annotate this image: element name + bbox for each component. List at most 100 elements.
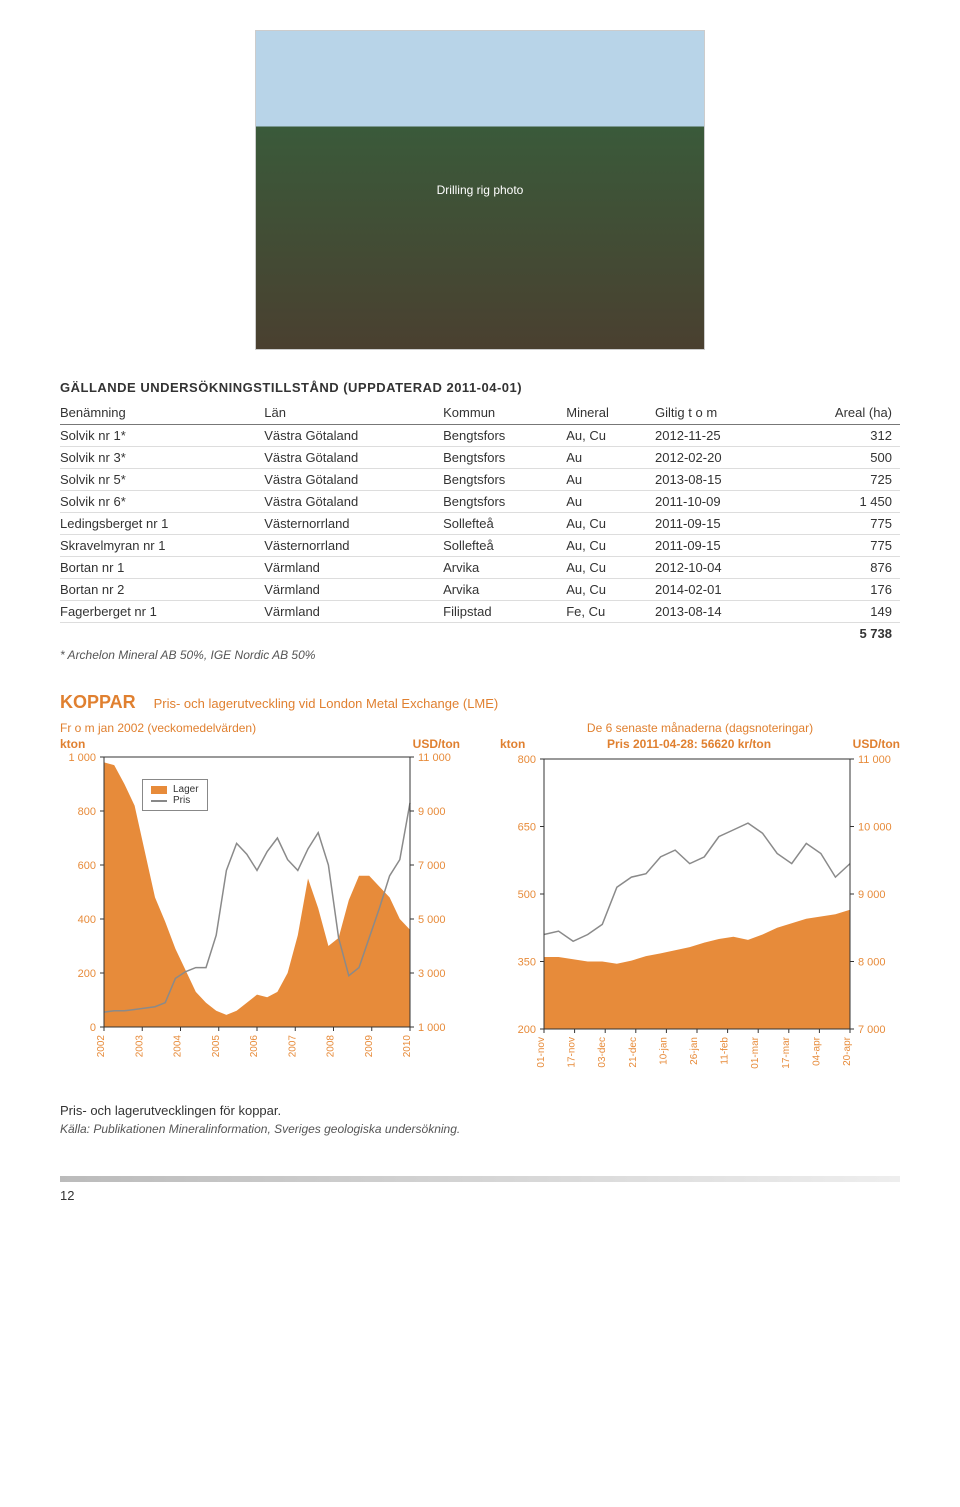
table-cell: Skravelmyran nr 1 xyxy=(60,535,264,557)
table-row: Fagerberget nr 1VärmlandFilipstadFe, Cu2… xyxy=(60,601,900,623)
table-cell: Fagerberget nr 1 xyxy=(60,601,264,623)
table-cell: Solvik nr 5* xyxy=(60,469,264,491)
table-cell: Au xyxy=(566,447,655,469)
table-total-value: 5 738 xyxy=(786,623,900,645)
table-col-header: Areal (ha) xyxy=(786,401,900,425)
chart-left: Fr o m jan 2002 (veckomedelvärden) kton … xyxy=(60,721,460,1075)
svg-text:8 000: 8 000 xyxy=(858,957,886,969)
table-col-header: Mineral xyxy=(566,401,655,425)
svg-text:2010: 2010 xyxy=(402,1035,413,1058)
legend-lager: Lager xyxy=(173,784,199,795)
svg-text:7 000: 7 000 xyxy=(858,1024,886,1036)
svg-text:2003: 2003 xyxy=(134,1035,145,1058)
chart-headline: KOPPAR Pris- och lagerutveckling vid Lon… xyxy=(60,692,900,713)
table-cell: 2013-08-15 xyxy=(655,469,786,491)
svg-text:04-apr: 04-apr xyxy=(811,1036,822,1066)
table-cell: 725 xyxy=(786,469,900,491)
svg-text:600: 600 xyxy=(78,860,96,872)
svg-text:650: 650 xyxy=(518,822,536,834)
svg-text:2002: 2002 xyxy=(96,1035,107,1058)
chart-left-yleft-label: kton xyxy=(60,737,85,751)
table-cell: Västra Götaland xyxy=(264,425,443,447)
svg-text:11-feb: 11-feb xyxy=(720,1037,731,1065)
table-cell: Arvika xyxy=(443,557,566,579)
table-cell: Au, Cu xyxy=(566,535,655,557)
table-cell: 149 xyxy=(786,601,900,623)
table-row: Bortan nr 1VärmlandArvikaAu, Cu2012-10-0… xyxy=(60,557,900,579)
table-cell: Värmland xyxy=(264,579,443,601)
svg-text:400: 400 xyxy=(78,914,96,926)
svg-text:1 000: 1 000 xyxy=(418,1022,446,1034)
table-row: Solvik nr 1*Västra GötalandBengtsforsAu,… xyxy=(60,425,900,447)
svg-text:17-mar: 17-mar xyxy=(781,1036,792,1068)
table-cell: Sollefteå xyxy=(443,535,566,557)
svg-text:01-mar: 01-mar xyxy=(750,1036,761,1068)
page-number: 12 xyxy=(60,1188,900,1203)
table-cell: Bengtsfors xyxy=(443,447,566,469)
table-cell: 2011-10-09 xyxy=(655,491,786,513)
table-cell: Västernorrland xyxy=(264,513,443,535)
table-cell: Värmland xyxy=(264,601,443,623)
table-cell: Sollefteå xyxy=(443,513,566,535)
legend-pris: Pris xyxy=(173,795,190,806)
table-cell: Au, Cu xyxy=(566,513,655,535)
table-cell: 2012-11-25 xyxy=(655,425,786,447)
chart-left-svg: 1 000800600400200011 0009 0007 0005 0003… xyxy=(60,753,460,1073)
table-cell: Au, Cu xyxy=(566,425,655,447)
koppar-subtitle: Pris- och lagerutveckling vid London Met… xyxy=(154,696,499,711)
table-cell: Solvik nr 6* xyxy=(60,491,264,513)
svg-text:200: 200 xyxy=(78,968,96,980)
koppar-title: KOPPAR xyxy=(60,692,136,713)
table-cell: Filipstad xyxy=(443,601,566,623)
chart-right: De 6 senaste månaderna (dagsnoteringar) … xyxy=(500,721,900,1075)
table-cell: 312 xyxy=(786,425,900,447)
footer-bar xyxy=(60,1176,900,1182)
svg-text:11 000: 11 000 xyxy=(418,753,451,764)
table-cell: 2013-08-14 xyxy=(655,601,786,623)
table-cell: Au xyxy=(566,491,655,513)
svg-text:21-dec: 21-dec xyxy=(628,1037,639,1068)
table-row: Ledingsberget nr 1VästernorrlandSollefte… xyxy=(60,513,900,535)
svg-text:2004: 2004 xyxy=(173,1035,184,1058)
svg-text:800: 800 xyxy=(518,755,536,766)
table-cell: 775 xyxy=(786,513,900,535)
chart-caption: Pris- och lagerutvecklingen för koppar. xyxy=(60,1103,900,1118)
chart-left-legend: Lager Pris xyxy=(142,779,208,811)
svg-text:17-nov: 17-nov xyxy=(567,1037,578,1068)
chart-right-svg: 80065050035020011 00010 0009 0008 0007 0… xyxy=(500,755,900,1075)
svg-text:500: 500 xyxy=(518,889,536,901)
svg-text:350: 350 xyxy=(518,957,536,969)
chart-left-yright-label: USD/ton xyxy=(413,737,460,751)
svg-text:10 000: 10 000 xyxy=(858,822,892,834)
table-cell: 2012-02-20 xyxy=(655,447,786,469)
svg-text:10-jan: 10-jan xyxy=(658,1037,669,1065)
svg-text:9 000: 9 000 xyxy=(418,806,446,818)
table-cell: 2011-09-15 xyxy=(655,535,786,557)
svg-text:2009: 2009 xyxy=(364,1035,375,1058)
table-cell: 775 xyxy=(786,535,900,557)
table-col-header: Kommun xyxy=(443,401,566,425)
table-cell: Bengtsfors xyxy=(443,491,566,513)
svg-text:2006: 2006 xyxy=(249,1035,260,1058)
table-col-header: Benämning xyxy=(60,401,264,425)
table-row: Solvik nr 5*Västra GötalandBengtsforsAu2… xyxy=(60,469,900,491)
table-col-header: Län xyxy=(264,401,443,425)
svg-text:2007: 2007 xyxy=(287,1035,298,1058)
table-row: Skravelmyran nr 1VästernorrlandSollefteå… xyxy=(60,535,900,557)
svg-text:26-jan: 26-jan xyxy=(689,1037,700,1065)
svg-text:7 000: 7 000 xyxy=(418,860,446,872)
svg-text:20-apr: 20-apr xyxy=(842,1036,853,1066)
table-cell: 1 450 xyxy=(786,491,900,513)
chart-right-yright-label: USD/ton xyxy=(853,737,900,753)
svg-text:200: 200 xyxy=(518,1024,536,1036)
chart-left-title: Fr o m jan 2002 (veckomedelvärden) xyxy=(60,721,460,735)
permits-table: BenämningLänKommunMineralGiltig t o mAre… xyxy=(60,401,900,644)
svg-text:5 000: 5 000 xyxy=(418,914,446,926)
svg-text:03-dec: 03-dec xyxy=(597,1037,608,1068)
table-cell: 2011-09-15 xyxy=(655,513,786,535)
drill-photo: Drilling rig photo xyxy=(255,30,705,350)
svg-text:01-nov: 01-nov xyxy=(536,1037,547,1068)
table-cell: Ledingsberget nr 1 xyxy=(60,513,264,535)
table-total-row: 5 738 xyxy=(60,623,900,645)
table-row: Solvik nr 3*Västra GötalandBengtsforsAu2… xyxy=(60,447,900,469)
